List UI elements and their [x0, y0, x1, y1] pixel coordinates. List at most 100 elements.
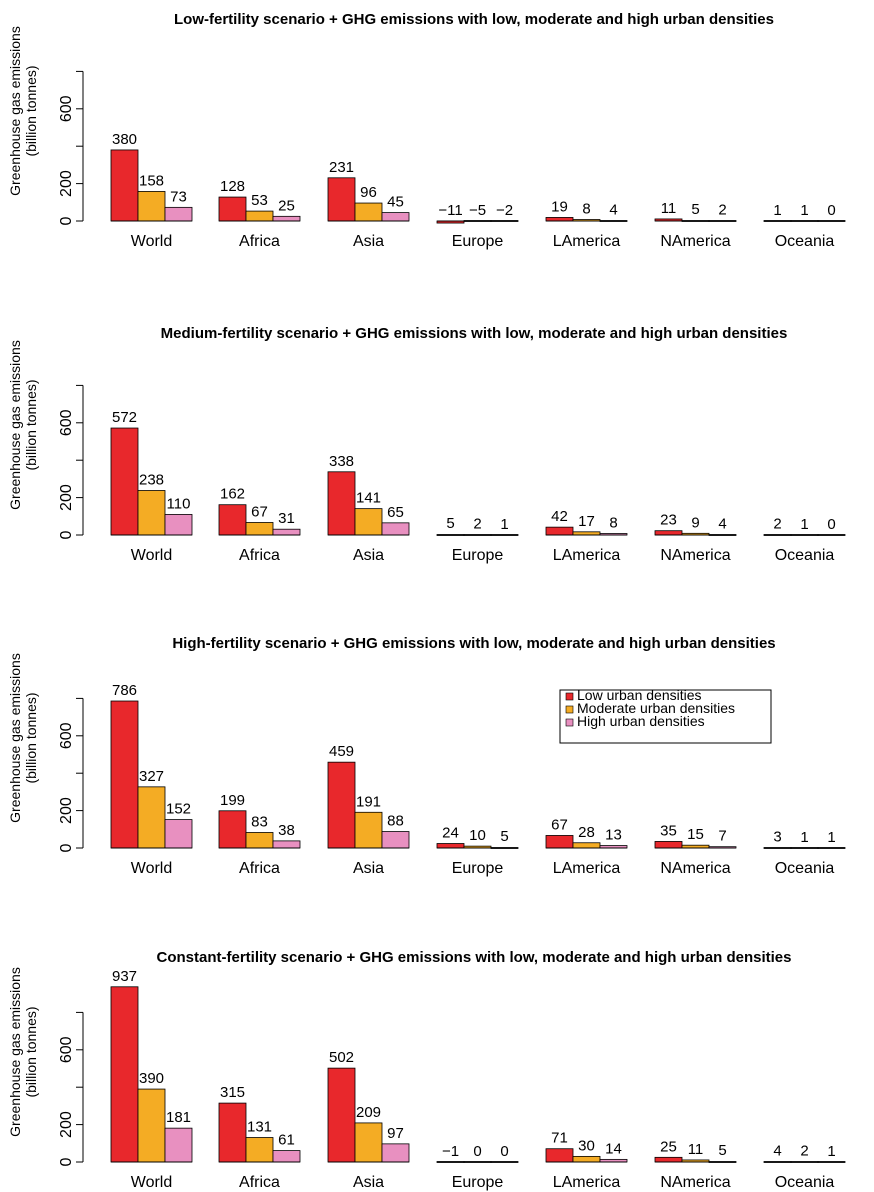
data-label: 67: [551, 816, 568, 833]
data-label: 131: [247, 1119, 272, 1136]
data-label: 199: [220, 792, 245, 809]
data-label: 61: [278, 1132, 295, 1149]
bar-low-urban-densities-asia: [327, 177, 356, 222]
category-label-lamerica: LAmerica: [553, 860, 621, 877]
bar-moderate-urban-densities-africa: [245, 210, 274, 222]
bar-moderate-urban-densities-asia: [354, 1122, 383, 1163]
legend-swatch: [565, 718, 574, 727]
y-tick-label: 0: [58, 1157, 75, 1166]
data-label: 2: [773, 516, 781, 533]
bar-moderate-urban-densities-world: [137, 1088, 166, 1163]
category-label-lamerica: LAmerica: [553, 233, 621, 250]
y-tick-label: 0: [58, 530, 75, 539]
bar-high-urban-densities-world: [164, 514, 193, 536]
bar-low-urban-densities-africa: [218, 810, 247, 849]
data-label: 110: [167, 495, 191, 512]
data-label: 73: [170, 188, 187, 205]
data-label: 231: [329, 159, 354, 176]
y-axis-label: Greenhouse gas emissions: [7, 653, 23, 823]
data-label: 25: [278, 197, 295, 214]
data-label: 4: [773, 1142, 781, 1159]
data-label: 1: [800, 202, 808, 219]
category-label-namerica: NAmerica: [660, 860, 730, 877]
category-label-namerica: NAmerica: [660, 233, 730, 250]
data-label: 2: [800, 1143, 808, 1160]
data-label: 315: [220, 1084, 245, 1101]
data-label: 65: [387, 504, 404, 521]
y-tick-label: 200: [58, 797, 75, 824]
data-label: 24: [442, 825, 459, 842]
category-label-asia: Asia: [353, 1174, 384, 1191]
data-label: 3: [773, 828, 781, 845]
data-label: 8: [609, 515, 617, 532]
y-axis-label: (billion tonnes): [23, 65, 39, 156]
data-label: 71: [551, 1130, 568, 1147]
y-axis-label: Greenhouse gas emissions: [7, 967, 23, 1137]
data-label: 1: [800, 829, 808, 846]
data-label: 9: [691, 514, 699, 531]
category-label-namerica: NAmerica: [660, 1174, 730, 1191]
bar-low-urban-densities-asia: [327, 471, 356, 536]
data-label: 23: [660, 512, 677, 529]
data-label: 162: [220, 486, 245, 503]
data-label: 45: [387, 194, 404, 211]
y-tick-label: 600: [58, 1036, 75, 1063]
bar-high-urban-densities-world: [164, 206, 193, 222]
bar-moderate-urban-densities-lamerica: [572, 842, 601, 849]
data-label: 28: [578, 824, 595, 841]
data-label: 11: [688, 1141, 704, 1158]
data-label: 8: [582, 201, 590, 218]
data-label: 25: [660, 1138, 677, 1155]
data-label: 937: [112, 968, 137, 985]
legend-label: Low urban densities: [577, 687, 702, 703]
bar-low-urban-densities-asia: [327, 1067, 356, 1163]
data-label: 502: [329, 1049, 354, 1066]
bar-high-urban-densities-asia: [381, 212, 410, 222]
bar-low-urban-densities-lamerica: [545, 526, 574, 536]
y-axis-label: (billion tonnes): [23, 692, 39, 783]
category-label-world: World: [131, 547, 173, 564]
data-label: 2: [718, 202, 726, 219]
bar-low-urban-densities-namerica: [654, 530, 683, 536]
bar-low-urban-densities-world: [110, 427, 139, 536]
y-tick-label: 600: [58, 722, 75, 749]
data-label: 459: [329, 743, 354, 760]
data-label: 96: [360, 184, 377, 201]
data-label: 338: [329, 453, 354, 470]
data-label: 5: [500, 828, 508, 845]
bar-low-urban-densities-namerica: [654, 841, 683, 849]
category-label-europe: Europe: [452, 233, 504, 250]
y-tick-label: 200: [58, 170, 75, 197]
bar-low-urban-densities-world: [110, 986, 139, 1163]
category-label-world: World: [131, 860, 173, 877]
y-axis-label: (billion tonnes): [23, 1006, 39, 1097]
data-label: 191: [356, 793, 381, 810]
legend-swatch: [565, 705, 574, 714]
data-label: −11: [438, 202, 462, 219]
data-label: 83: [251, 813, 268, 830]
data-label: −5: [469, 202, 486, 219]
bar-low-urban-densities-namerica: [654, 1156, 683, 1163]
chart-title: Low-fertility scenario + GHG emissions w…: [174, 11, 774, 28]
chart-panel-4: Constant-fertility scenario + GHG emissi…: [7, 949, 846, 1191]
category-label-europe: Europe: [452, 1174, 504, 1191]
y-tick-label: 600: [58, 409, 75, 436]
bar-high-urban-densities-world: [164, 1127, 193, 1163]
bar-moderate-urban-densities-world: [137, 786, 166, 849]
legend-box: [559, 689, 772, 744]
data-label: 42: [551, 508, 568, 525]
data-label: 0: [827, 516, 835, 533]
chart-title: Medium-fertility scenario + GHG emission…: [161, 325, 788, 342]
data-label: 1: [800, 516, 808, 533]
category-label-world: World: [131, 1174, 173, 1191]
data-label: 97: [387, 1125, 404, 1142]
data-label: 15: [687, 826, 704, 843]
data-label: 2: [473, 516, 481, 533]
bar-low-urban-densities-world: [110, 700, 139, 849]
legend-swatch: [565, 692, 574, 701]
data-label: 238: [139, 471, 164, 488]
data-label: 88: [387, 813, 404, 830]
bar-high-urban-densities-africa: [272, 215, 301, 222]
chart-panel-3: High-fertility scenario + GHG emissions …: [7, 635, 846, 877]
